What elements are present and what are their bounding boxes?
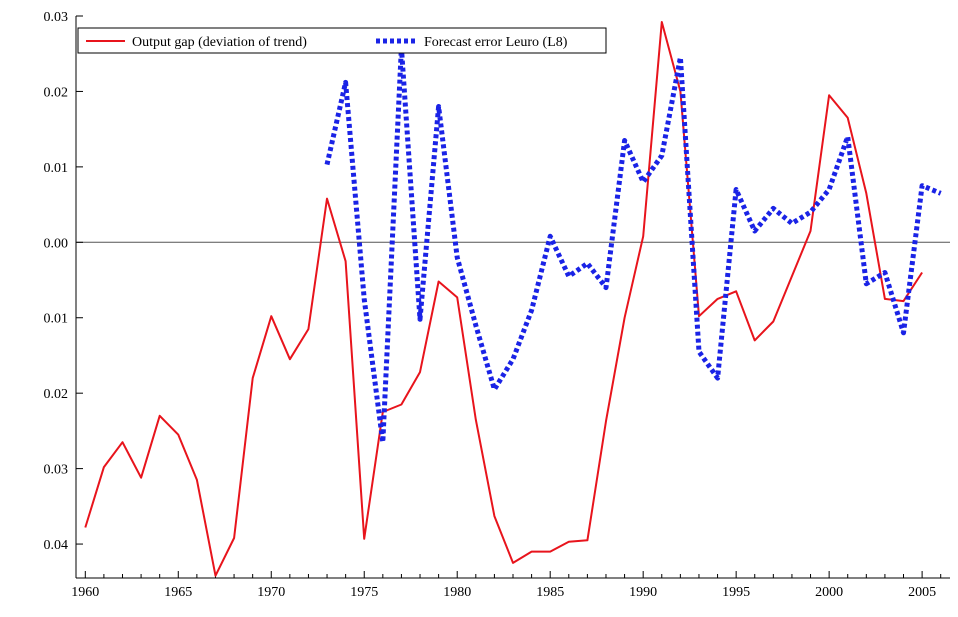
y-tick-label: 0.03 xyxy=(44,10,69,25)
legend-label-forecast-error: Forecast error Leuro (L8) xyxy=(424,35,568,50)
legend-box xyxy=(77,27,607,54)
x-tick-label: 1960 xyxy=(71,585,99,600)
x-tick-label: 1965 xyxy=(164,585,192,600)
y-tick-label: 0.01 xyxy=(44,312,69,327)
x-tick-label: 1990 xyxy=(629,585,657,600)
series-line-forecast-error xyxy=(324,45,942,445)
y-tick-label: 0.02 xyxy=(44,85,69,100)
y-tick-label: 0.04 xyxy=(44,538,69,553)
y-tick-label: 0.00 xyxy=(44,236,69,251)
series-line-output-gap xyxy=(84,21,923,577)
x-tick-label: 2000 xyxy=(815,585,843,600)
x-tick-label: 1995 xyxy=(722,585,750,600)
x-tick-label: 2005 xyxy=(908,585,936,600)
plot-area: 0.03 0.02 0.01 0.00 0.01 0.02 0.03 0.04 1960 1965… xyxy=(44,10,950,600)
x-tick-label: 1975 xyxy=(350,585,378,600)
y-tick-label: 0.02 xyxy=(44,387,69,402)
legend: Output gap (deviation of trend) Forecast… xyxy=(77,27,607,54)
x-tick-label: 1980 xyxy=(443,585,471,600)
legend-label-output-gap: Output gap (deviation of trend) xyxy=(132,35,307,50)
x-tick-label: 1970 xyxy=(257,585,285,600)
x-tick-label: 1985 xyxy=(536,585,564,600)
y-tick-label: 0.03 xyxy=(44,463,69,478)
y-tick-label: 0.01 xyxy=(44,161,69,176)
